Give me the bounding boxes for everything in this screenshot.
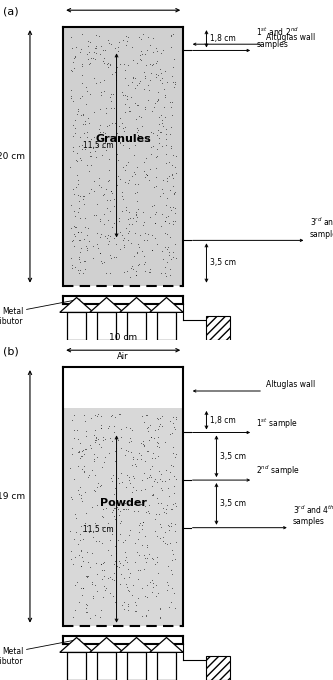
Bar	[63, 408, 183, 626]
Polygon shape	[90, 298, 123, 312]
Text: Altuglas wall: Altuglas wall	[266, 33, 316, 42]
Polygon shape	[60, 298, 93, 312]
Bar	[127, 312, 146, 340]
Bar	[63, 27, 183, 286]
Text: 3$^{rd}$ and 4$^{th}$
samples: 3$^{rd}$ and 4$^{th}$ samples	[293, 503, 333, 526]
Bar	[206, 316, 230, 340]
Bar	[157, 652, 176, 680]
Polygon shape	[60, 638, 93, 652]
Polygon shape	[90, 638, 123, 652]
Polygon shape	[120, 298, 153, 312]
Text: 11,5 cm: 11,5 cm	[83, 141, 113, 150]
Text: Air: Air	[118, 352, 129, 361]
Text: (a): (a)	[3, 7, 19, 17]
Text: 3,5 cm: 3,5 cm	[220, 452, 246, 461]
Bar	[97, 652, 116, 680]
Text: 19 cm: 19 cm	[0, 492, 25, 501]
Text: 1$^{st}$ and 2$^{nd}$
samples: 1$^{st}$ and 2$^{nd}$ samples	[256, 26, 299, 49]
Text: Powder: Powder	[100, 498, 147, 508]
Polygon shape	[120, 638, 153, 652]
Text: 20 cm: 20 cm	[0, 152, 25, 161]
Text: Altuglas wall: Altuglas wall	[266, 380, 316, 389]
Bar	[67, 652, 86, 680]
Bar	[67, 312, 86, 340]
Text: 11,5 cm: 11,5 cm	[83, 524, 113, 534]
Text: Metal
distributor: Metal distributor	[0, 647, 23, 666]
Polygon shape	[150, 298, 183, 312]
Text: 1,8 cm: 1,8 cm	[210, 34, 235, 44]
Bar	[206, 656, 230, 680]
Text: 10 cm: 10 cm	[109, 0, 137, 2]
Text: 1,8 cm: 1,8 cm	[210, 415, 235, 425]
Text: Metal
distributor: Metal distributor	[0, 307, 23, 326]
Text: 3,5 cm: 3,5 cm	[220, 499, 246, 509]
Bar	[97, 312, 116, 340]
Bar	[127, 652, 146, 680]
Text: 3$^{rd}$ and 4$^{th}$
samples: 3$^{rd}$ and 4$^{th}$ samples	[310, 216, 333, 239]
Text: 3,5 cm: 3,5 cm	[210, 258, 236, 267]
Text: Granules: Granules	[95, 135, 151, 144]
Text: (b): (b)	[3, 347, 19, 357]
Bar	[157, 312, 176, 340]
Text: 1$^{st}$ sample: 1$^{st}$ sample	[256, 416, 298, 431]
Text: 2$^{nd}$ sample: 2$^{nd}$ sample	[256, 464, 300, 479]
Polygon shape	[150, 638, 183, 652]
Text: 10 cm: 10 cm	[109, 333, 137, 341]
